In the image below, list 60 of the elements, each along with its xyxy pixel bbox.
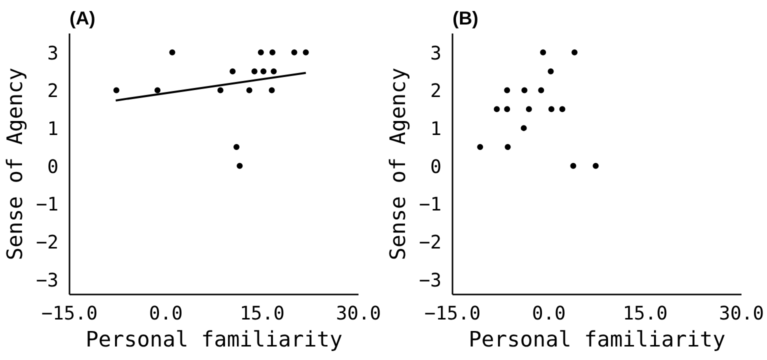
x-axis-title: Personal familiarity [86, 328, 342, 352]
y-tick-label: −1 [36, 194, 59, 216]
y-tick-label: −3 [36, 270, 59, 292]
y-axis-title: Sense of Agency [3, 68, 28, 260]
y-tick-label: −1 [419, 194, 442, 216]
x-tick-label: 30.0 [719, 304, 764, 324]
y-tick-label: −2 [36, 232, 59, 254]
point [246, 87, 252, 94]
y-tick-label: 0 [47, 156, 58, 178]
point [260, 68, 266, 74]
x-tick-label: 15.0 [240, 304, 285, 324]
point [233, 144, 240, 150]
point [291, 49, 298, 56]
point [538, 87, 544, 94]
x-tick-label: 30.0 [336, 304, 381, 324]
point [559, 106, 566, 112]
x-tick-label: −15.0 [424, 304, 481, 324]
y-tick-label: 0 [430, 156, 442, 178]
y-tick-label: 1 [430, 119, 442, 140]
y-tick-label: 2 [47, 81, 58, 102]
chart-title: (A) [70, 8, 96, 28]
point [230, 68, 236, 74]
y-tick-label: −3 [419, 270, 442, 292]
x-axis-title: Personal familiarity [468, 328, 726, 352]
x-tick-label: 0.0 [148, 304, 183, 324]
y-tick-label: −2 [419, 232, 442, 254]
point [236, 162, 243, 169]
point [258, 49, 264, 56]
chart-title: (B) [452, 8, 478, 28]
y-tick-label: 1 [47, 119, 58, 140]
point [113, 87, 120, 94]
point [477, 144, 484, 150]
x-tick-label: −15.0 [41, 304, 98, 324]
point [504, 87, 510, 94]
point [548, 68, 554, 74]
point [217, 87, 224, 94]
y-tick-label: 3 [430, 43, 442, 64]
point [269, 49, 276, 56]
point [268, 87, 275, 94]
point [494, 106, 500, 112]
point [520, 125, 527, 132]
y-tick-label: 3 [47, 43, 58, 64]
point [504, 144, 511, 150]
point [572, 49, 578, 56]
y-axis-title: Sense of Agency [386, 68, 412, 260]
point [302, 49, 309, 56]
x-tick-label: 15.0 [622, 304, 668, 324]
point [540, 49, 546, 56]
point [548, 106, 554, 112]
point [154, 87, 160, 94]
point [521, 87, 528, 94]
point [504, 106, 510, 112]
point [570, 162, 576, 169]
point [169, 49, 176, 56]
point [592, 162, 599, 169]
point [270, 68, 277, 74]
point [526, 106, 532, 112]
point [251, 68, 258, 74]
y-tick-label: 2 [430, 81, 442, 102]
x-tick-label: 0.0 [532, 304, 566, 324]
